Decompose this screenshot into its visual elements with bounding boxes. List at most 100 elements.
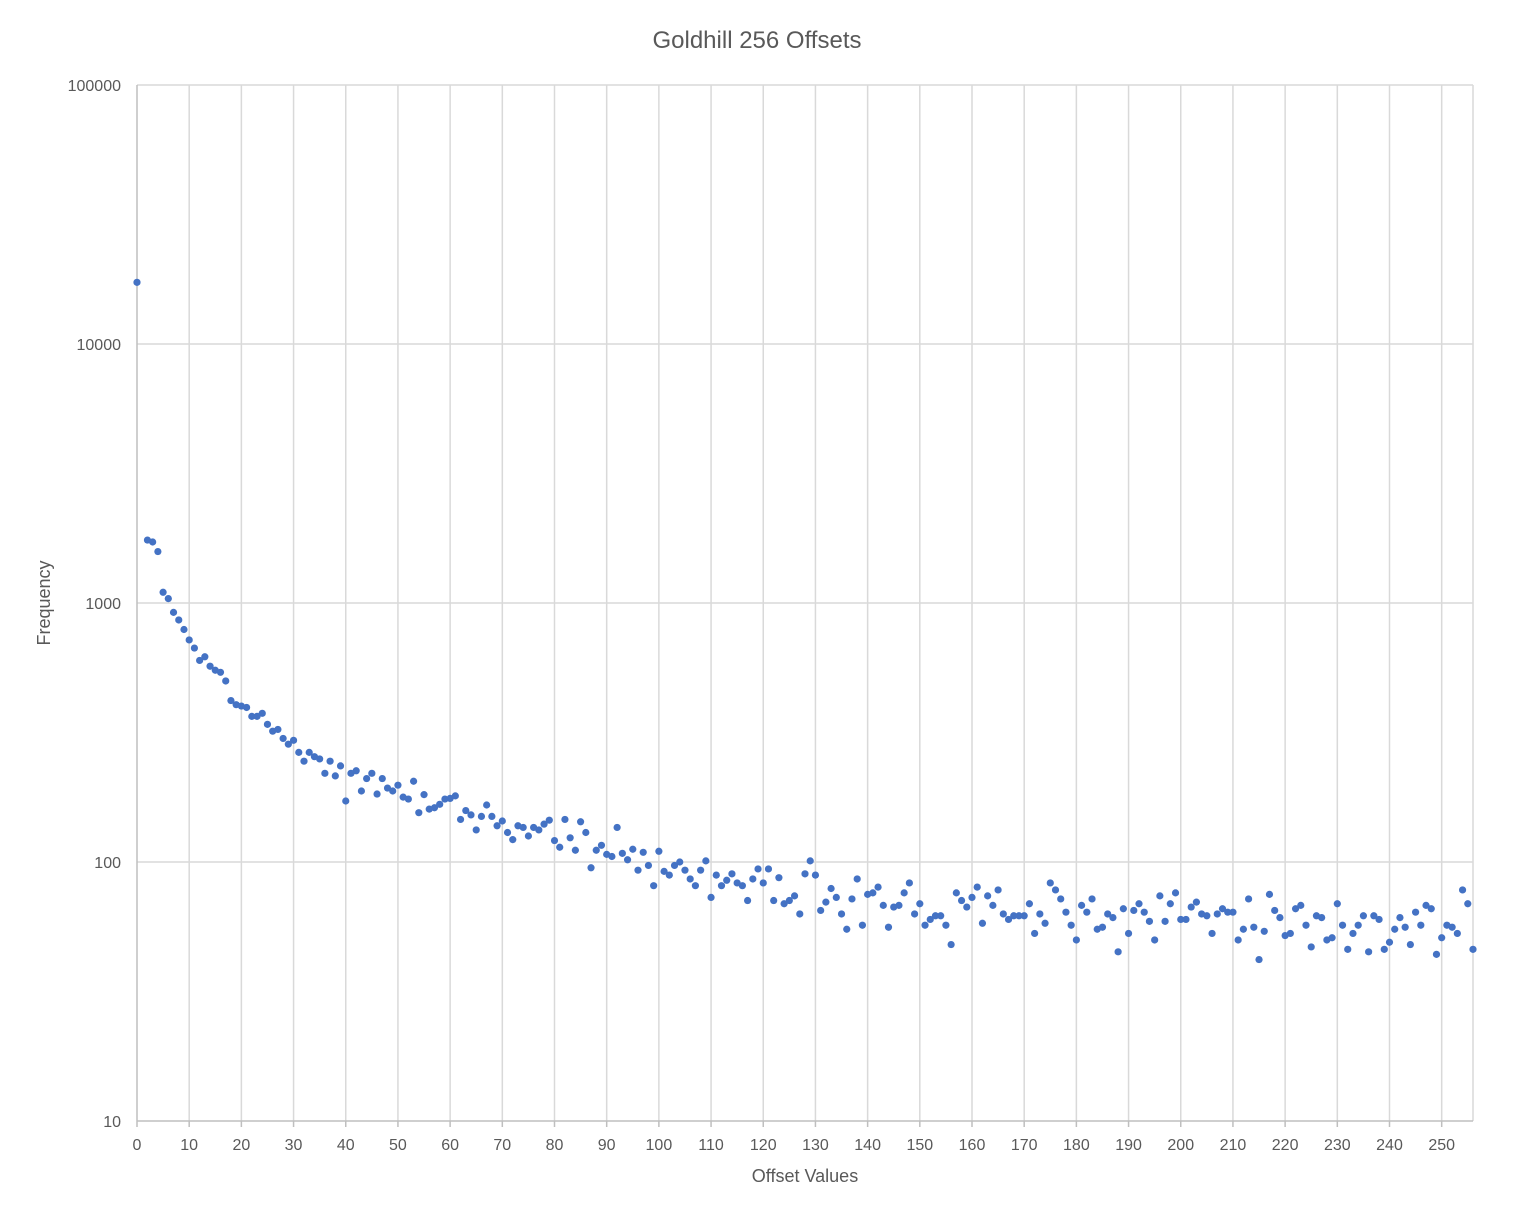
data-point: [712, 871, 720, 879]
x-axis-ticks: 0 10 20 30 40 50 60 70 80 90 100 110 120 130 140 150 160…: [133, 1121, 1455, 1154]
data-point: [853, 875, 861, 883]
data-point: [848, 895, 856, 903]
data-point: [571, 846, 579, 854]
data-point: [1438, 934, 1446, 942]
data-point: [451, 792, 459, 800]
data-point: [660, 867, 668, 875]
data-point: [869, 889, 877, 897]
data-point: [503, 828, 512, 837]
data-point: [175, 616, 183, 624]
x-tick-label: 210: [1220, 1137, 1247, 1154]
data-point: [1307, 943, 1315, 951]
data-point: [483, 801, 491, 809]
data-point: [837, 910, 846, 918]
data-point: [436, 800, 444, 808]
data-point: [963, 903, 971, 911]
data-point: [858, 921, 867, 929]
data-point: [201, 653, 209, 661]
data-point: [1077, 901, 1086, 909]
data-point: [378, 774, 386, 783]
data-point: [1333, 900, 1341, 908]
data-point: [1192, 898, 1201, 906]
data-point: [1365, 948, 1373, 956]
data-point: [248, 712, 256, 720]
data-point: [1213, 910, 1221, 918]
data-point: [1187, 903, 1195, 911]
data-point: [305, 748, 313, 756]
data-point: [1265, 890, 1274, 898]
x-tick-label: 60: [441, 1137, 459, 1154]
x-tick-label: 100: [646, 1137, 673, 1154]
data-point: [576, 818, 585, 826]
data-point: [822, 898, 830, 906]
data-points: [133, 278, 1477, 964]
data-point: [352, 767, 360, 775]
data-point: [811, 871, 820, 879]
data-point: [728, 870, 736, 878]
axes: [136, 85, 1473, 1122]
data-point: [1067, 921, 1075, 929]
data-point: [650, 882, 658, 890]
x-tick-label: 110: [698, 1137, 724, 1154]
data-point: [242, 703, 251, 712]
data-point: [905, 879, 913, 887]
data-point: [1422, 901, 1430, 909]
data-point: [1469, 945, 1477, 953]
data-point: [843, 925, 851, 933]
data-point: [498, 817, 506, 825]
x-tick-label: 40: [337, 1137, 355, 1154]
y-tick-label: 10000: [77, 337, 122, 354]
data-point: [884, 923, 893, 931]
data-point: [331, 772, 339, 780]
data-point: [284, 740, 292, 748]
data-point: [1104, 910, 1112, 918]
data-point: [790, 892, 799, 900]
y-tick-label: 10: [103, 1114, 121, 1131]
data-point: [801, 870, 809, 878]
data-point: [154, 547, 162, 556]
data-point: [738, 882, 746, 890]
data-point: [1260, 927, 1268, 935]
data-point: [926, 915, 934, 924]
data-point: [613, 823, 621, 832]
data-point: [1239, 925, 1247, 933]
data-point: [493, 822, 501, 830]
data-point: [383, 784, 392, 792]
data-point: [1255, 955, 1263, 964]
data-point: [655, 847, 663, 855]
data-point: [1271, 906, 1279, 915]
y-axis-title: Frequency: [34, 560, 54, 645]
data-point: [326, 757, 334, 765]
data-point: [1145, 917, 1154, 925]
data-point: [289, 736, 298, 744]
data-point: [368, 769, 376, 777]
data-point: [430, 804, 439, 812]
data-point: [796, 910, 804, 918]
data-point: [1098, 923, 1107, 931]
data-point: [180, 625, 188, 634]
data-point: [931, 912, 940, 920]
data-point: [441, 795, 449, 803]
data-point: [947, 940, 955, 949]
x-tick-label: 80: [546, 1137, 564, 1154]
data-point: [874, 883, 882, 891]
x-tick-label: 240: [1376, 1137, 1403, 1154]
data-point: [1119, 905, 1127, 913]
data-point: [169, 608, 178, 616]
data-point: [957, 896, 966, 905]
data-point: [644, 861, 653, 870]
data-point: [827, 884, 835, 893]
x-tick-label: 10: [180, 1137, 198, 1154]
data-point: [639, 848, 647, 856]
x-tick-label: 250: [1428, 1137, 1455, 1154]
data-point: [540, 820, 548, 828]
data-point: [1036, 910, 1044, 918]
data-point: [1041, 919, 1049, 927]
data-point: [999, 910, 1007, 918]
data-point: [832, 893, 840, 901]
data-point: [707, 893, 715, 901]
data-point: [597, 841, 606, 849]
data-point: [608, 852, 616, 861]
data-point: [566, 834, 574, 842]
data-point: [910, 910, 919, 918]
